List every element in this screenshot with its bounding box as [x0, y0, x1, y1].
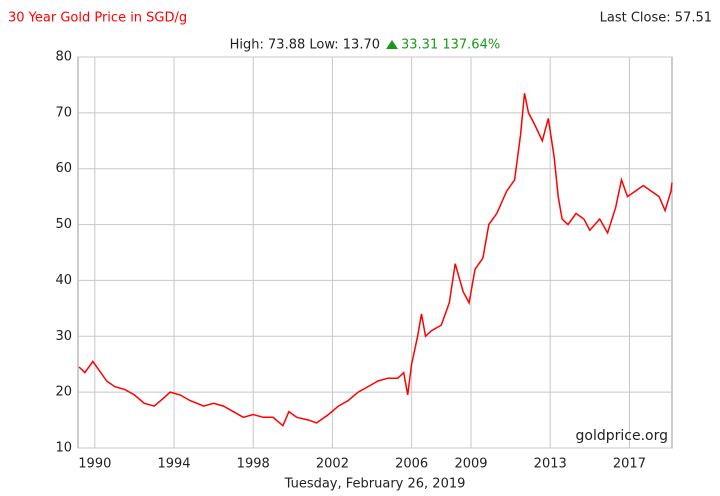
x-tick-label: 1990 [78, 457, 111, 472]
change: 33.31 137.64% [401, 38, 500, 53]
y-tick-label: 60 [55, 161, 72, 176]
x-tick-label: 1994 [157, 457, 190, 472]
x-axis-label: Tuesday, February 26, 2019 [284, 477, 466, 492]
stats: High: 73.88 Low: 13.70 [230, 38, 380, 53]
y-tick-label: 30 [55, 329, 72, 344]
y-tick-label: 10 [55, 441, 72, 456]
y-tick-label: 20 [55, 385, 72, 400]
x-tick-label: 2013 [534, 457, 567, 472]
x-tick-label: 2002 [316, 457, 349, 472]
up-arrow [386, 40, 398, 49]
price-line [78, 93, 673, 427]
chart-title: 30 Year Gold Price in SGD/g [8, 11, 187, 26]
watermark: goldprice.org [576, 428, 668, 444]
x-tick-label: 2017 [613, 457, 646, 472]
y-tick-label: 40 [55, 273, 72, 288]
y-tick-label: 70 [55, 105, 72, 120]
x-tick-label: 1998 [237, 457, 270, 472]
x-tick-label: 2009 [454, 457, 487, 472]
last-close: Last Close: 57.51 [600, 11, 712, 26]
x-tick-label: 2006 [395, 457, 428, 472]
y-tick-label: 50 [55, 217, 72, 232]
y-tick-label: 80 [55, 50, 72, 65]
plot-area [77, 56, 673, 449]
